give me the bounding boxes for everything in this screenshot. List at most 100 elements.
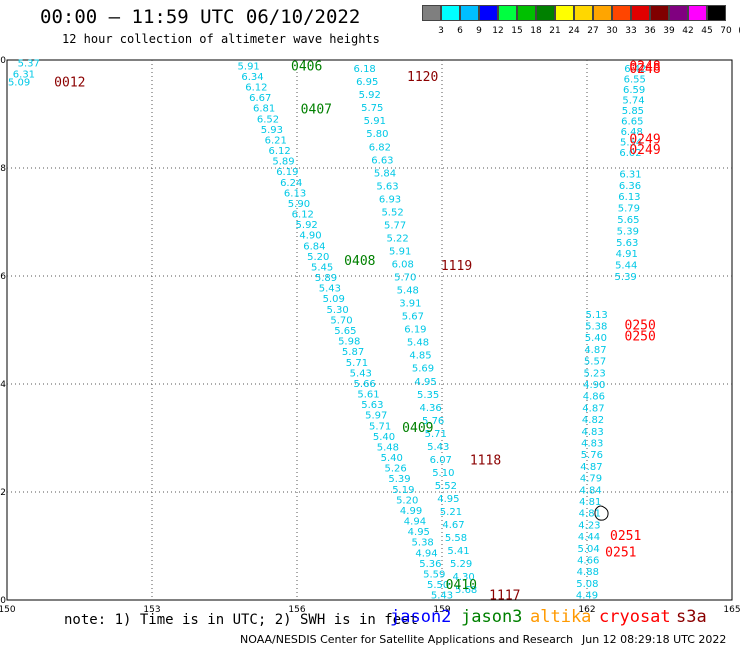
swh-value: 5.38 bbox=[412, 538, 434, 549]
swh-value: 4.81 bbox=[579, 509, 601, 520]
swh-value: 4.87 bbox=[580, 462, 602, 473]
legend-jason3: jason3 bbox=[461, 607, 523, 627]
colorbar-swatch bbox=[631, 5, 650, 21]
swh-value: 6.31 bbox=[13, 70, 35, 81]
swh-value: 6.59 bbox=[623, 85, 645, 96]
swh-value: 4.88 bbox=[577, 567, 599, 578]
swh-value: 6.18 bbox=[354, 64, 376, 75]
colorbar-swatch bbox=[555, 5, 574, 21]
lon-tick-label: 150 bbox=[0, 605, 16, 615]
lon-tick-label: 162 bbox=[578, 605, 595, 615]
swh-value: 6.12 bbox=[245, 83, 267, 94]
timestamp-text: Jun 12 08:29:18 UTC 2022 bbox=[582, 633, 727, 646]
colorbar-swatch bbox=[460, 5, 479, 21]
colorbar-label: 42 bbox=[682, 26, 694, 36]
swh-value: 5.97 bbox=[365, 411, 387, 422]
lon-tick-label: 153 bbox=[143, 605, 160, 615]
colorbar-label: (ft) bbox=[738, 26, 740, 36]
swh-value: 5.52 bbox=[435, 481, 457, 492]
swh-value: 5.45 bbox=[311, 262, 333, 273]
swh-value: 4.23 bbox=[578, 520, 600, 531]
pass-time-label: 0408 bbox=[344, 254, 375, 269]
swh-value: 5.93 bbox=[261, 125, 283, 136]
colorbar-label: 9 bbox=[476, 26, 482, 36]
legend-cryosat: cryosat bbox=[599, 607, 671, 627]
swh-value: 5.65 bbox=[334, 326, 356, 337]
colorbar-label: 30 bbox=[606, 26, 618, 36]
swh-value: 5.71 bbox=[425, 429, 447, 440]
swh-value: 5.09 bbox=[323, 294, 345, 305]
lat-tick-label: 20 bbox=[0, 56, 6, 66]
swh-value: 6.42 bbox=[624, 64, 646, 75]
swh-value: 5.59 bbox=[423, 569, 445, 580]
swh-value: 5.39 bbox=[615, 272, 637, 283]
swh-value: 4.94 bbox=[404, 517, 426, 528]
swh-value: 4.95 bbox=[408, 527, 430, 538]
swh-value: 5.61 bbox=[357, 390, 379, 401]
swh-value: 4.90 bbox=[299, 231, 321, 242]
pass-time-label: 0250 bbox=[625, 319, 656, 334]
swh-value: 5.43 bbox=[427, 442, 449, 453]
swh-value: 5.52 bbox=[381, 207, 403, 218]
swh-value: 5.80 bbox=[366, 129, 388, 140]
swh-value: 6.02 bbox=[619, 148, 641, 159]
colorbar-label: 70 bbox=[720, 26, 732, 36]
swh-value: 4.85 bbox=[409, 351, 431, 362]
swh-value: 5.91 bbox=[238, 61, 260, 72]
swh-value: 5.08 bbox=[576, 579, 598, 590]
swh-value: 6.13 bbox=[284, 188, 306, 199]
colorbar-label: 21 bbox=[549, 26, 561, 36]
swh-value: 6.24 bbox=[280, 178, 302, 189]
swh-value: 5.75 bbox=[361, 103, 383, 114]
swh-value: 5.63 bbox=[361, 400, 383, 411]
pass-time-label: 0410 bbox=[446, 578, 477, 593]
swh-value: 5.70 bbox=[330, 315, 352, 326]
colorbar-swatch bbox=[441, 5, 460, 21]
swh-value: 5.77 bbox=[384, 220, 406, 231]
legend-jason2: jason2 bbox=[390, 607, 452, 627]
pass-time-label: 1119 bbox=[441, 259, 472, 274]
colorbar-swatch bbox=[479, 5, 498, 21]
colorbar-swatch bbox=[574, 5, 593, 21]
swh-value: 4.91 bbox=[616, 249, 638, 260]
map-frame bbox=[6, 59, 733, 601]
pass-time-label: 0409 bbox=[402, 421, 433, 436]
swh-value: 6.34 bbox=[241, 72, 263, 83]
swh-value: 5.22 bbox=[387, 233, 409, 244]
pass-time-label: 0248 bbox=[629, 62, 660, 77]
swh-value: 5.68 bbox=[455, 585, 477, 596]
pass-time-label: 0250 bbox=[625, 329, 656, 344]
swh-value: 6.63 bbox=[371, 155, 393, 166]
swh-value: 5.40 bbox=[381, 453, 403, 464]
swh-value: 4.82 bbox=[582, 415, 604, 426]
swh-value: 5.13 bbox=[586, 310, 608, 321]
swh-value: 5.29 bbox=[450, 559, 472, 570]
swh-value: 5.23 bbox=[584, 368, 606, 379]
swh-value: 6.36 bbox=[619, 181, 641, 192]
swh-value: 5.43 bbox=[431, 591, 453, 602]
swh-value: 5.36 bbox=[419, 559, 441, 570]
swh-value: 4.95 bbox=[414, 377, 436, 388]
swh-value: 4.87 bbox=[582, 403, 604, 414]
swh-value: 6.93 bbox=[379, 194, 401, 205]
swh-value: 5.48 bbox=[397, 286, 419, 297]
swh-value: 3.91 bbox=[399, 299, 421, 310]
swh-value: 6.21 bbox=[265, 135, 287, 146]
colorbar-swatch bbox=[536, 5, 555, 21]
swh-value: 5.58 bbox=[445, 533, 467, 544]
swh-value: 5.85 bbox=[622, 106, 644, 117]
swh-value: 5.04 bbox=[577, 544, 599, 555]
swh-value: 6.82 bbox=[369, 142, 391, 153]
swh-value: 5.84 bbox=[374, 168, 396, 179]
swh-value: 4.83 bbox=[581, 439, 603, 450]
swh-value: 4.67 bbox=[442, 520, 464, 531]
swh-value: 5.26 bbox=[384, 464, 406, 475]
swh-value: 4.86 bbox=[583, 392, 605, 403]
legend-altika: altika bbox=[530, 607, 592, 627]
footer-note: note: 1) Time is in UTC; 2) SWH is in fe… bbox=[64, 612, 419, 628]
lat-tick-label: 16 bbox=[0, 272, 6, 282]
swh-value: 5.43 bbox=[350, 368, 372, 379]
swh-value: 5.76 bbox=[422, 416, 444, 427]
pass-time-label: 0251 bbox=[605, 545, 636, 560]
